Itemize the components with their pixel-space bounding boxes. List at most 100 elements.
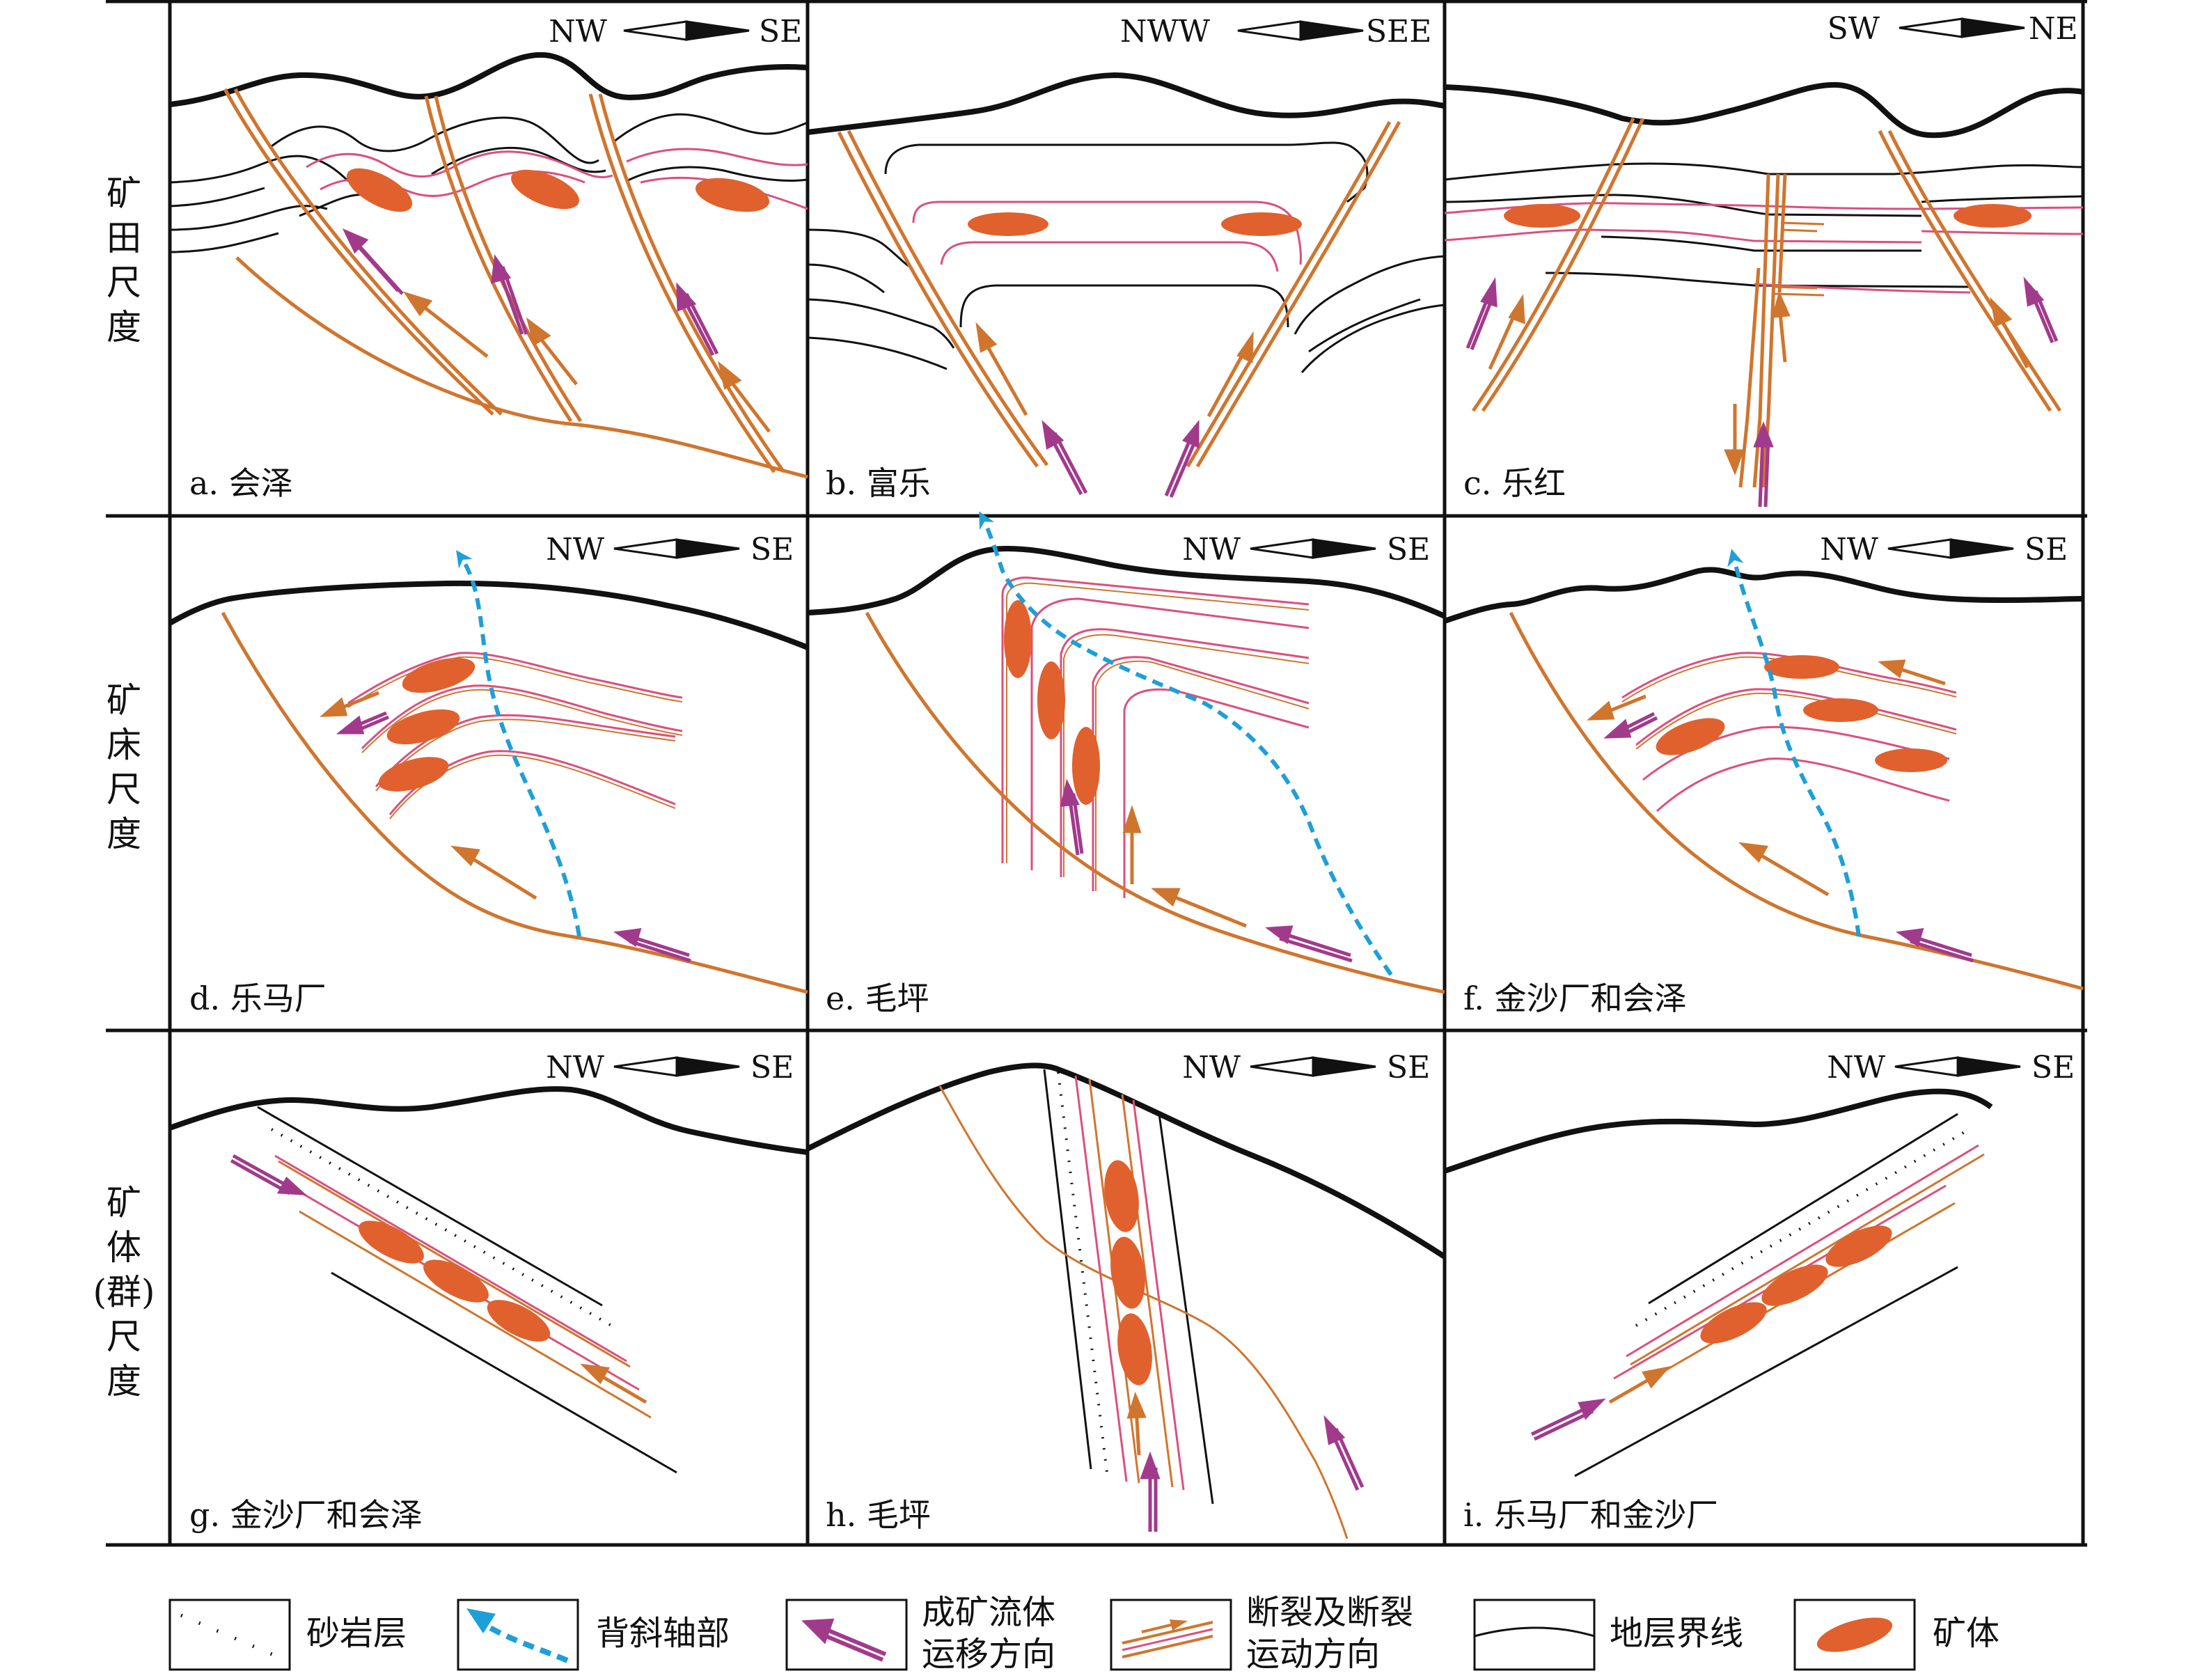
- direction-arrow-icon: [1250, 538, 1376, 559]
- dir-right-f: SE: [2025, 532, 2068, 567]
- ore-layers: [1613, 1144, 1979, 1380]
- ore-layer-faults: [278, 1160, 652, 1419]
- dir-left-e: NW: [1182, 532, 1241, 567]
- fluid-arrow-icon: [1060, 778, 1353, 963]
- strata-boundaries: [1574, 1113, 1958, 1477]
- fluid-arrow-icon: [1530, 1398, 1606, 1441]
- fault-motion-arrow-icon: [320, 691, 537, 900]
- ore-layer-faults: [1006, 582, 1310, 891]
- panel-c: c. 乐红: [1444, 81, 2084, 508]
- strata-boundaries: [1043, 1069, 1214, 1505]
- strata-boundary-icon: [1474, 1626, 1595, 1638]
- strata-boundaries: [257, 1106, 677, 1474]
- ground-surface: [169, 52, 808, 107]
- fluid-arrow-icon: [1140, 1415, 1365, 1532]
- ore-bodies: [1504, 204, 2031, 228]
- fault-motion-arrow-icon: [1126, 1391, 1147, 1456]
- fluid-arrow-icon: [1465, 276, 2059, 508]
- fault-motion-arrow-icon: [1608, 1366, 1671, 1404]
- dir-left-f: NW: [1820, 532, 1879, 567]
- fluid-arrow-icon: [1042, 419, 1200, 498]
- fault-motion-arrow-icon: [580, 1363, 647, 1404]
- panel-g: g. 金沙厂和会泽: [168, 1086, 808, 1534]
- ground-surface: [1443, 567, 2084, 624]
- legend-item-strata-boundary: 地层界线: [1473, 1599, 1743, 1671]
- direction-indicators: NW SE NWW SEE SW NE NW SE NW SE NW SE NW…: [546, 11, 2077, 1085]
- ground-surface: [168, 1086, 808, 1155]
- panel-b: b. 富乐: [807, 72, 1445, 502]
- legend-label-ore-body: 矿体: [1933, 1614, 1999, 1653]
- fault: [221, 611, 808, 994]
- row-label-deposit: 矿床尺度: [107, 680, 141, 854]
- legend-label-sandstone: 砂岩层: [306, 1614, 407, 1653]
- panel-e: e. 毛坪: [807, 511, 1446, 1017]
- fluid-direction-icon: [801, 1618, 887, 1662]
- panel-label-g: g. 金沙厂和会泽: [189, 1496, 423, 1534]
- ground-surface: [806, 1062, 1447, 1259]
- ore-bodies: [968, 212, 1302, 236]
- legend-label-fluid-direction-2: 运移方向: [922, 1635, 1055, 1674]
- fluid-arrow-icon: [1603, 712, 1974, 963]
- ground-surface: [807, 72, 1445, 135]
- panel-label-e: e. 毛坪: [826, 980, 929, 1017]
- strata-boundaries: [1444, 162, 2084, 288]
- dir-right-d: SE: [750, 532, 794, 567]
- direction-arrow-icon: [1250, 1056, 1376, 1077]
- ore-layers: [1074, 1075, 1185, 1491]
- fault-icon: [1122, 1619, 1213, 1658]
- panel-h: h. 毛坪: [806, 1062, 1447, 1539]
- figure-frame: [106, 0, 2087, 1547]
- direction-arrow-icon: [613, 538, 740, 559]
- anticline-axis-line: [1727, 549, 1861, 937]
- legend-item-fault: 断裂及断裂 运动方向: [1110, 1593, 1413, 1674]
- fault-motion-arrow-icon: [1122, 805, 1247, 928]
- direction-arrow-icon: [1899, 17, 2025, 38]
- panel-label-d: d. 乐马厂: [189, 980, 327, 1017]
- faults: [1471, 117, 2062, 488]
- dir-right-g: SE: [750, 1050, 794, 1085]
- panel-label-a: a. 会泽: [189, 464, 293, 502]
- ore-layer-faults: [347, 656, 683, 819]
- panel-d: d. 乐马厂: [168, 550, 809, 1017]
- strata-boundaries: [169, 113, 808, 253]
- legend-label-strata-boundary: 地层界线: [1610, 1614, 1743, 1653]
- dir-left-a: NW: [549, 14, 608, 49]
- dir-left-h: NW: [1182, 1050, 1241, 1085]
- ore-bodies: [1104, 1160, 1152, 1385]
- ore-bodies: [346, 168, 770, 212]
- legend-label-fault-1: 断裂及断裂: [1246, 1593, 1413, 1632]
- dir-right-i: SE: [2031, 1050, 2075, 1085]
- row-label-orebody: 矿体(群)尺度: [93, 1183, 155, 1402]
- faults: [223, 88, 808, 479]
- panel-label-f: f. 金沙厂和会泽: [1463, 980, 1687, 1017]
- dir-right-c: NE: [2029, 11, 2078, 47]
- panel-label-c: c. 乐红: [1463, 464, 1566, 502]
- ore-layers: [912, 201, 1302, 272]
- faults: [837, 120, 1401, 468]
- legend-item-fluid-direction: 成矿流体 运移方向: [785, 1593, 1055, 1674]
- ground-surface: [1444, 81, 2084, 139]
- legend-item-anticline-axis: 背斜轴部: [457, 1599, 730, 1671]
- dir-right-h: SE: [1387, 1050, 1430, 1085]
- fault-motion-arrow-icon: [1587, 659, 1946, 897]
- fault-motion-arrow-icon: [975, 322, 1254, 418]
- ore-body-icon: [1816, 1617, 1893, 1652]
- ore-bodies: [1656, 655, 1947, 772]
- direction-arrow-icon: [1887, 538, 2014, 559]
- fluid-arrow-icon: [230, 1154, 307, 1195]
- panel-label-i: i. 乐马厂和金沙厂: [1463, 1496, 1718, 1534]
- sandstone-layer: [270, 1128, 614, 1328]
- ground-surface: [1443, 1088, 1993, 1174]
- fault: [865, 611, 1445, 994]
- fault-split-lines: [1773, 221, 1825, 297]
- fluid-arrow-icon: [336, 711, 691, 963]
- fault-motion-arrow-icon: [1488, 290, 2029, 476]
- legend-item-ore-body: 矿体: [1793, 1599, 1999, 1671]
- panel-f: f. 金沙厂和会泽: [1443, 549, 2084, 1017]
- dir-right-a: SE: [759, 14, 802, 49]
- panel-i: i. 乐马厂和金沙厂: [1443, 1088, 1993, 1534]
- fluid-arrow-icon: [342, 228, 719, 356]
- ore-layers: [1001, 576, 1310, 898]
- ground-surface: [168, 580, 809, 650]
